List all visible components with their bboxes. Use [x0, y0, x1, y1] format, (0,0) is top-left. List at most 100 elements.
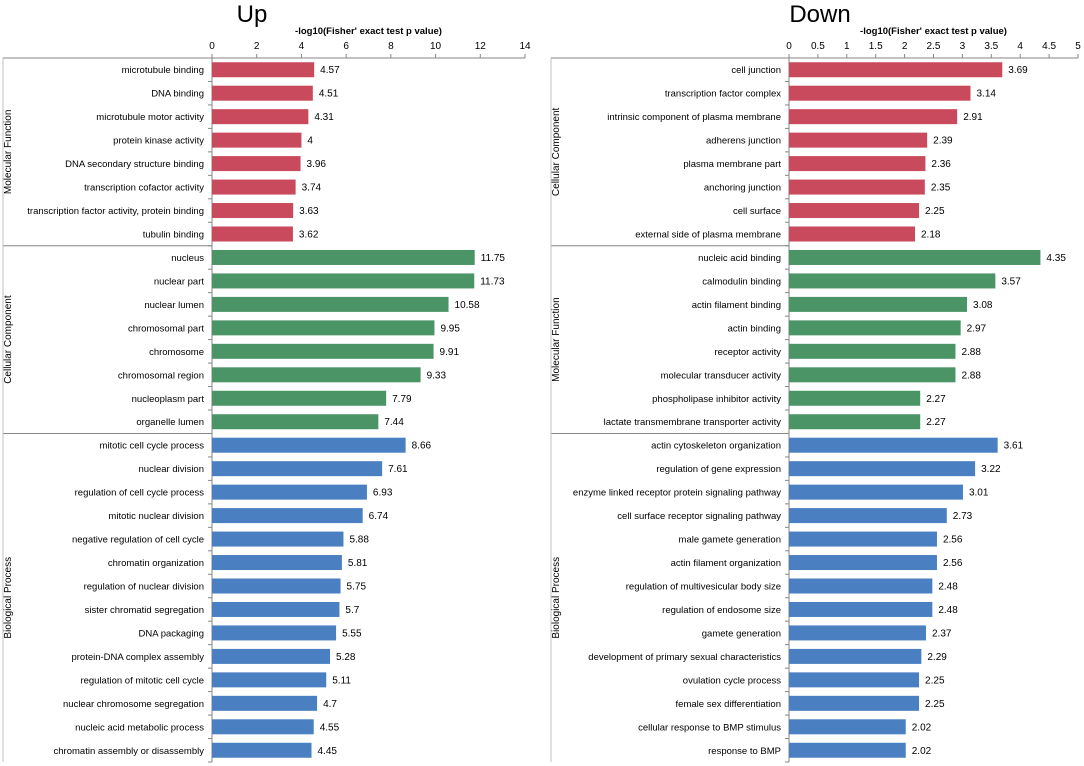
value-label: 3.01 — [969, 488, 989, 499]
bar — [212, 226, 293, 242]
bar — [789, 132, 928, 148]
bar — [212, 367, 421, 383]
category-label: development of primary sexual characteri… — [588, 652, 781, 663]
bar — [212, 85, 313, 101]
bar — [789, 601, 933, 617]
bar — [212, 390, 387, 406]
value-label: 5.11 — [332, 675, 351, 686]
x-tick-label: 4.5 — [1042, 41, 1056, 52]
bar — [789, 296, 968, 312]
value-label: 6.93 — [373, 488, 393, 499]
category-label: external side of plasma membrane — [635, 230, 781, 241]
value-label: 2.97 — [967, 323, 987, 334]
value-label: 3.96 — [307, 159, 327, 170]
bar — [212, 672, 327, 688]
value-label: 7.61 — [388, 464, 408, 475]
value-label: 6.74 — [369, 511, 389, 522]
category-label: sister chromatid segregation — [85, 605, 204, 616]
x-tick-label: 3.5 — [984, 41, 998, 52]
category-label: chromosome — [149, 347, 204, 358]
value-label: 11.75 — [481, 253, 506, 264]
category-label: actin binding — [728, 323, 781, 334]
x-tick-label: 0 — [786, 41, 792, 52]
group-label: Molecular Function — [551, 297, 562, 381]
bar — [212, 578, 341, 594]
bar — [789, 109, 958, 125]
value-label: 2.02 — [912, 746, 932, 757]
value-label: 2.48 — [938, 605, 958, 616]
value-label: 10.58 — [455, 300, 480, 311]
category-label: cellular response to BMP stimulus — [638, 722, 781, 733]
value-label: 2.37 — [932, 628, 952, 639]
category-label: cell junction — [731, 65, 781, 76]
value-label: 2.27 — [926, 394, 946, 405]
group-label: Biological Process — [551, 557, 562, 639]
category-label: protein kinase activity — [113, 136, 204, 147]
x-tick-label: 1.5 — [869, 41, 883, 52]
bar — [212, 508, 363, 524]
category-label: regulation of mitotic cell cycle — [80, 675, 204, 686]
category-label: regulation of multivesicular body size — [626, 582, 781, 593]
bar — [789, 249, 1041, 265]
category-label: cell surface receptor signaling pathway — [617, 511, 781, 522]
category-label: mitotic nuclear division — [108, 511, 204, 522]
group-label: Cellular Component — [3, 295, 14, 384]
x-tick-label: 12 — [475, 41, 487, 52]
bar — [212, 531, 344, 547]
value-label: 3.61 — [1004, 441, 1024, 452]
bar — [789, 343, 956, 359]
value-label: 2.25 — [925, 206, 945, 217]
value-label: 3.22 — [981, 464, 1001, 475]
category-label: nuclear part — [154, 276, 205, 287]
value-label: 5.81 — [348, 558, 368, 569]
category-label: anchoring junction — [704, 183, 781, 194]
category-label: DNA packaging — [139, 628, 204, 639]
value-label: 8.66 — [412, 441, 432, 452]
value-label: 4.51 — [319, 89, 339, 100]
bar — [212, 179, 296, 195]
category-label: nucleus — [171, 253, 204, 264]
value-label: 2.39 — [933, 136, 953, 147]
value-label: 9.95 — [440, 323, 460, 334]
category-label: phospholipase inhibitor activity — [652, 394, 781, 405]
value-label: 2.35 — [931, 183, 951, 194]
bar — [212, 109, 309, 125]
bar — [212, 296, 449, 312]
value-label: 4.35 — [1046, 253, 1066, 264]
bar — [212, 555, 342, 571]
bar — [789, 695, 920, 711]
value-label: 3.14 — [976, 89, 996, 100]
category-label: transcription factor complex — [665, 89, 781, 100]
category-label: chromosomal region — [118, 370, 204, 381]
bar — [212, 461, 383, 477]
bar — [212, 343, 434, 359]
bar — [789, 390, 921, 406]
value-label: 2.56 — [943, 535, 963, 546]
value-label: 3.69 — [1008, 65, 1028, 76]
value-label: 4 — [307, 136, 313, 147]
category-label: nucleic acid binding — [698, 253, 781, 264]
value-label: 3.57 — [1001, 276, 1021, 287]
category-label: tubulin binding — [143, 230, 204, 241]
x-tick-label: 6 — [343, 41, 349, 52]
bar — [789, 367, 956, 383]
bar — [212, 648, 331, 664]
bar — [789, 625, 926, 641]
value-label: 3.74 — [302, 183, 322, 194]
bar — [212, 625, 337, 641]
category-label: microtubule motor activity — [96, 112, 204, 123]
value-label: 2.73 — [953, 511, 973, 522]
category-label: nucleoplasm part — [132, 394, 205, 405]
bar — [789, 531, 937, 547]
category-label: plasma membrane part — [683, 159, 781, 170]
bar — [789, 648, 922, 664]
category-label: transcription cofactor activity — [84, 183, 204, 194]
category-label: female sex differentiation — [676, 699, 781, 710]
bar — [212, 62, 315, 78]
group-label: Cellular Component — [551, 107, 562, 196]
category-label: regulation of nuclear division — [84, 582, 204, 593]
bar — [212, 273, 475, 289]
bar — [789, 414, 921, 430]
value-label: 4.57 — [320, 65, 340, 76]
